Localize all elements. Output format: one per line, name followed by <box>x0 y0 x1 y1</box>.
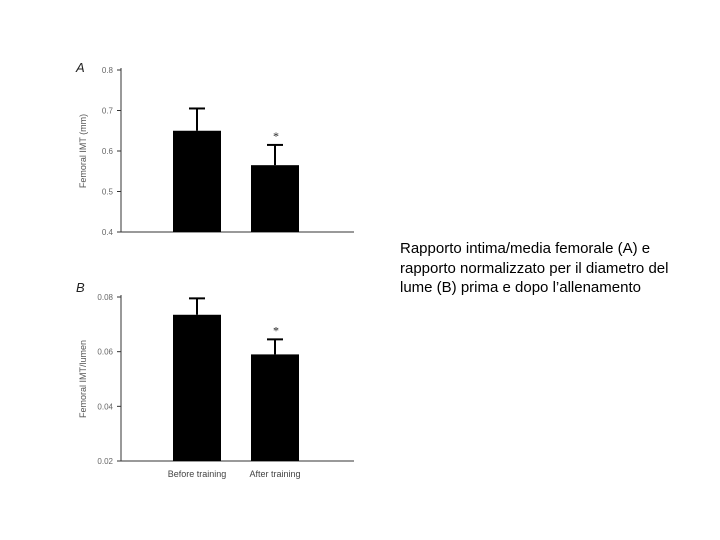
y-tick-label: 0.4 <box>102 228 114 237</box>
y-tick-label: 0.8 <box>102 66 114 75</box>
significance-marker: * <box>273 129 279 143</box>
figure-caption: Rapporto intima/media femorale (A) e rap… <box>400 240 669 296</box>
panel-letter: B <box>76 280 85 295</box>
y-tick-label: 0.7 <box>102 107 114 116</box>
bar <box>251 165 299 232</box>
panel-b-chart: B 0.08 0.06 0.04 0.02 Femoral IMT/lumen Before… <box>76 280 354 479</box>
x-category-label: Before training <box>168 469 227 479</box>
bar <box>173 130 221 232</box>
y-tick-label: 0.6 <box>102 147 114 156</box>
bar <box>173 314 221 461</box>
panel-a-chart: A 0.8 0.7 0.6 0.5 0.4 Femoral IMT (mm) * <box>75 60 354 237</box>
y-tick-label: 0.02 <box>97 457 113 466</box>
y-axis-label: Femoral IMT/lumen <box>78 340 88 418</box>
x-category-label: After training <box>249 469 300 479</box>
y-tick-label: 0.04 <box>97 402 113 411</box>
y-tick-label: 0.5 <box>102 188 114 197</box>
panel-letter: A <box>75 60 85 75</box>
y-tick-label: 0.06 <box>97 348 113 357</box>
y-tick-label: 0.08 <box>97 293 113 302</box>
y-axis-label: Femoral IMT (mm) <box>78 114 88 188</box>
bar <box>251 354 299 461</box>
significance-marker: * <box>273 323 279 337</box>
